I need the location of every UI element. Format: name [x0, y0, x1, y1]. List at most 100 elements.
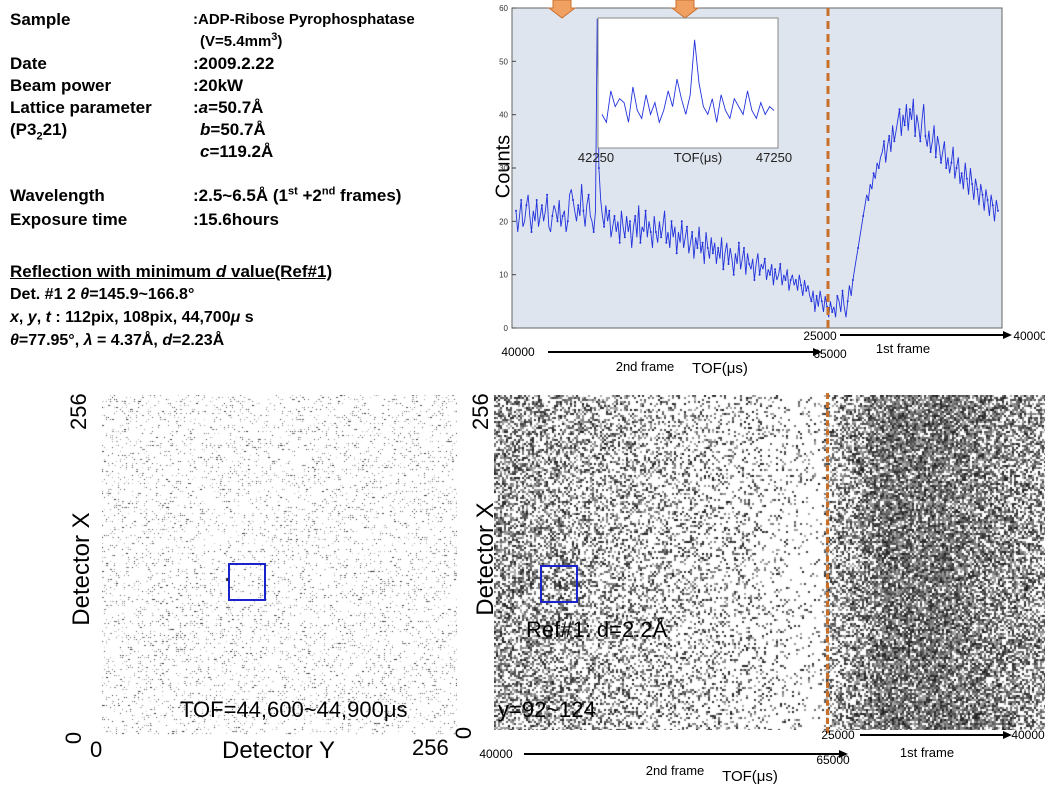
inset-x-tick-start: 42250 — [578, 150, 614, 165]
data-point — [991, 204, 994, 207]
data-point — [665, 241, 668, 244]
data-point — [691, 231, 694, 233]
data-point — [603, 225, 606, 228]
data-point — [566, 220, 569, 223]
data-point — [903, 124, 906, 127]
bottom-axis-label: 2nd frame — [616, 359, 675, 374]
data-point — [981, 193, 984, 196]
data-point — [717, 247, 720, 249]
data-point — [805, 289, 808, 292]
inset-x-tick-end: 47250 — [756, 150, 792, 165]
data-point — [914, 135, 917, 137]
date-value: :2009.2.22 — [193, 54, 275, 73]
data-point — [556, 220, 559, 223]
data-point — [701, 241, 704, 244]
bottom-axis-start: 40000 — [479, 747, 513, 761]
x-axis-label-left: Detector Y — [222, 737, 335, 764]
sample-value: :ADP-Ribose Pyrophosphatase — [193, 11, 415, 28]
data-point — [810, 300, 813, 303]
data-point — [572, 199, 574, 201]
detector-heatmap-left: Detector X 256 0 TOF=44,600~44,900μs 0 D… — [60, 385, 480, 789]
data-point — [841, 289, 844, 292]
data-point — [592, 231, 595, 233]
data-point — [654, 231, 657, 233]
lattice-a: :a=50.7Å — [193, 98, 264, 117]
data-point — [934, 156, 937, 159]
data-point — [737, 241, 740, 244]
data-point — [883, 140, 885, 143]
y-tick-bottom-left: 0 — [61, 731, 87, 745]
data-point — [986, 199, 989, 201]
x-tick-left: 0 — [90, 737, 103, 762]
inset-plot-area — [597, 17, 779, 149]
data-point — [675, 252, 678, 255]
data-point — [784, 279, 787, 281]
data-point — [960, 172, 963, 175]
data-point — [525, 204, 528, 207]
data-point — [644, 209, 647, 212]
data-point — [779, 263, 782, 265]
y-tick-top-right: 256 — [468, 393, 493, 430]
bottom-axis-end: 65000 — [816, 753, 850, 767]
data-point — [945, 167, 948, 169]
frame-divider-right — [826, 393, 829, 733]
data-point — [680, 220, 683, 223]
bottom-axis-label: 2nd frame — [646, 763, 705, 778]
reflection-heading: Reflection with minimum d value(Ref#1) — [10, 262, 333, 281]
data-point — [696, 247, 699, 249]
data-point — [582, 209, 585, 212]
data-point — [561, 215, 564, 217]
data-point — [898, 108, 901, 111]
data-point — [722, 268, 725, 271]
highlight-box-left — [228, 563, 266, 601]
data-point — [743, 247, 745, 249]
wavelength-value: :2.5~6.5Å (1st +2nd frames) — [193, 185, 402, 205]
y-tick-label: 30 — [499, 164, 508, 173]
reflection-line-2: x, y, t : 112pix, 108pix, 44,700μ s — [10, 309, 254, 326]
data-point — [608, 209, 611, 212]
data-point — [515, 209, 517, 212]
data-point — [613, 215, 616, 217]
top-axis-label: 1st frame — [900, 745, 954, 760]
top-axis-start: 25000 — [821, 729, 855, 742]
data-point — [893, 140, 896, 143]
space-group: (P3221) — [10, 120, 68, 143]
bottom-axis-start: 40000 — [501, 345, 535, 359]
data-point — [520, 199, 523, 201]
y-axis-label-left: Detector X — [68, 512, 95, 626]
x-axis-label: TOF(μs) — [692, 360, 748, 377]
beam-label: Beam power — [10, 76, 112, 95]
data-point — [888, 135, 891, 137]
data-point — [530, 231, 533, 233]
data-point — [649, 231, 652, 233]
data-point — [629, 220, 631, 223]
exposure-label: Exposure time — [10, 210, 128, 229]
data-point — [769, 273, 771, 276]
data-point — [706, 247, 709, 249]
y-tick-label: 60 — [499, 4, 508, 13]
data-point — [820, 300, 823, 303]
data-point — [577, 204, 580, 207]
data-point — [748, 263, 751, 265]
ref-annotation: Ref#1: d=2.2Å — [526, 617, 668, 642]
x-tick-right: 256 — [412, 735, 449, 760]
counts-plot: 0 10 20 30 40 50 60 42250 47250 TOF(μs) 25000 40000… — [499, 0, 1045, 377]
counts-series-line — [515, 18, 999, 318]
data-point — [846, 300, 849, 303]
data-point — [800, 284, 803, 287]
top-axis-end: 40000 — [1013, 329, 1045, 343]
reflection-line-3: θ=77.95°, λ = 4.37Å, d=2.23Å — [10, 332, 225, 349]
data-point — [965, 177, 968, 180]
y-tick-label: 10 — [499, 271, 508, 280]
data-point — [794, 279, 797, 281]
data-point — [940, 161, 942, 164]
data-point — [660, 236, 663, 239]
date-label: Date — [10, 54, 47, 73]
y-tick-top-left: 256 — [66, 393, 91, 430]
peak-marker-arrow — [670, 0, 700, 19]
data-point — [535, 199, 538, 201]
data-point — [831, 311, 834, 313]
data-point — [618, 241, 621, 244]
y-tick-label: 20 — [499, 217, 508, 226]
data-point — [815, 295, 818, 297]
